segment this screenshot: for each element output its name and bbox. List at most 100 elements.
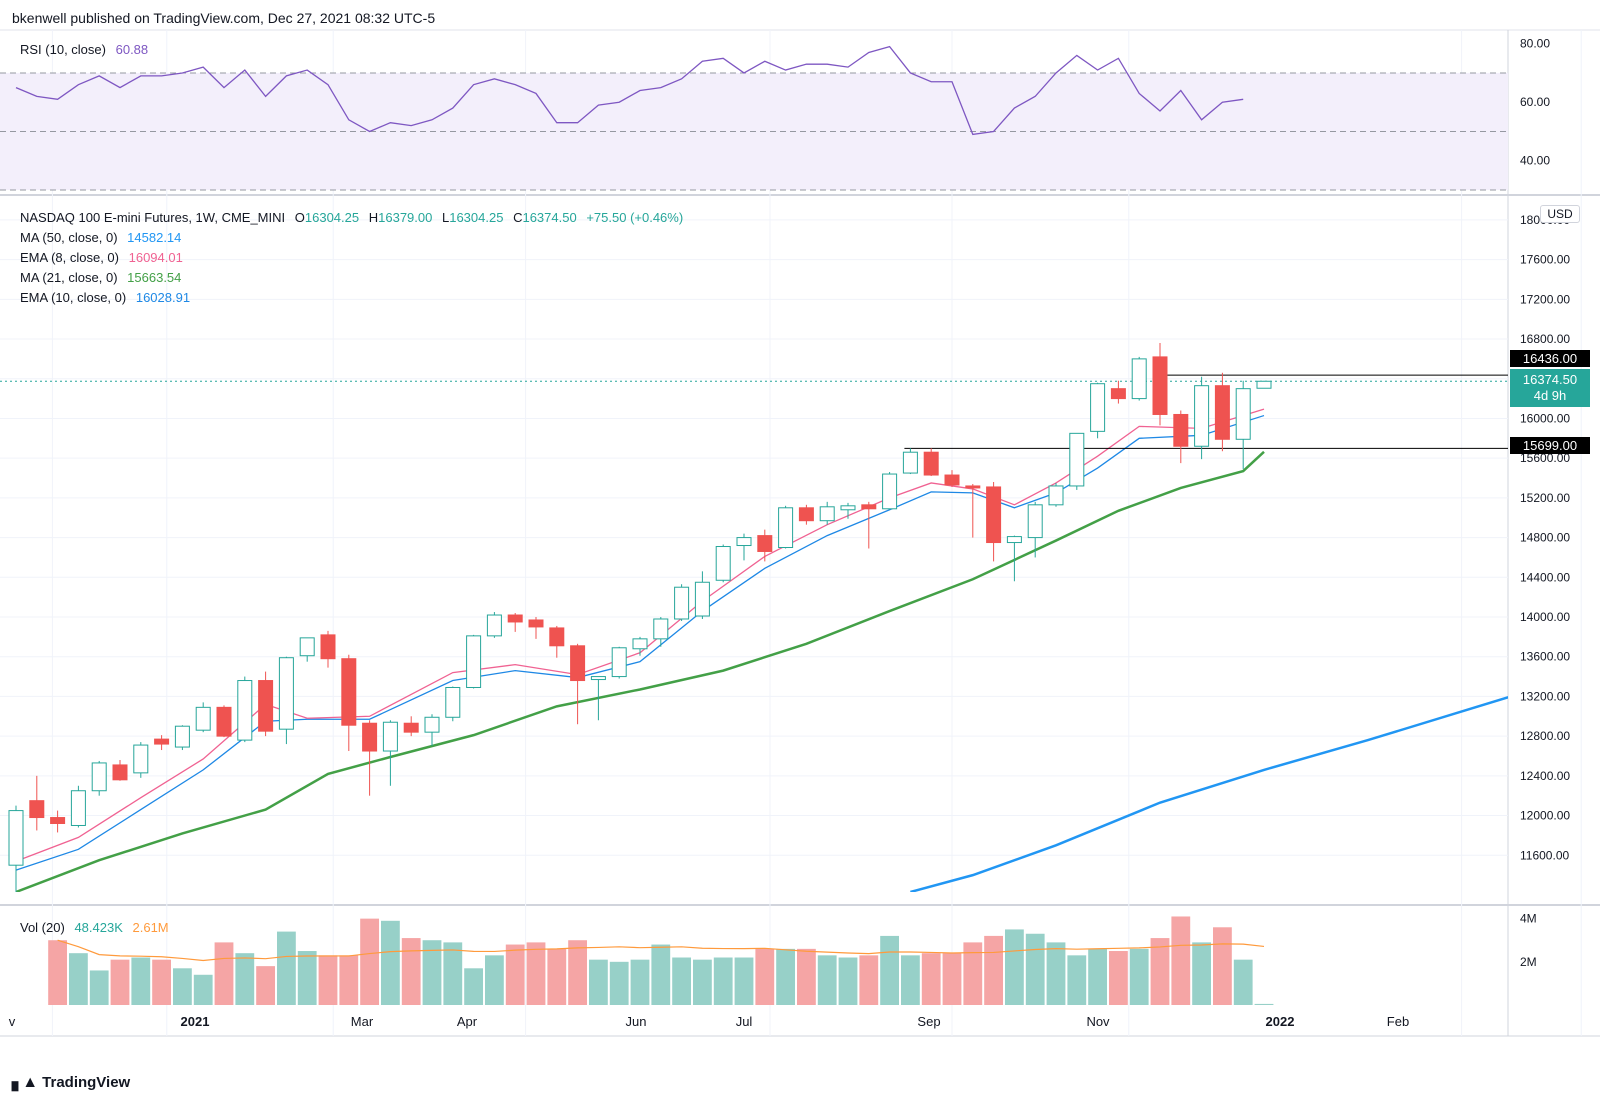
- volume-bar: [1067, 955, 1087, 1005]
- volume-bar: [464, 968, 483, 1005]
- time-tick-label: Sep: [917, 1014, 940, 1029]
- candle-body: [674, 586, 690, 620]
- candle-body: [819, 506, 835, 522]
- volume-bar: [485, 955, 504, 1005]
- last-price-value: 16374.50: [1522, 372, 1578, 387]
- candle-body: [424, 716, 440, 733]
- axes: 18000.0017600.0017200.0016800.0016000.00…: [9, 37, 1571, 1029]
- candle-body: [986, 486, 1002, 544]
- volume-bar: [110, 959, 130, 1005]
- volume-bar: [297, 951, 317, 1005]
- panel-frames: [0, 29, 1600, 1037]
- time-tick-label: Nov: [1086, 1014, 1110, 1029]
- volume-bar: [880, 935, 899, 1005]
- candle-body: [778, 507, 794, 549]
- price-tick-label: 15200.00: [1520, 491, 1570, 505]
- volume-bar: [381, 920, 400, 1005]
- volume-ma-value: 2.61M: [132, 920, 169, 935]
- price-tick-label: 12800.00: [1520, 729, 1570, 743]
- volume-bar: [1233, 959, 1253, 1005]
- volume-bar: [1005, 929, 1024, 1005]
- candle-body: [1006, 536, 1022, 544]
- candle-body: [528, 619, 544, 628]
- price-tick-label: 16800.00: [1520, 332, 1570, 346]
- bar-countdown: 4d 9h: [1533, 388, 1567, 403]
- candle-body: [570, 645, 586, 682]
- volume-bar: [734, 957, 754, 1005]
- ma50-label: MA (50, close, 0): [20, 230, 118, 245]
- volume-bar: [568, 940, 587, 1005]
- candle-body: [965, 485, 981, 489]
- price-tick-label: 13200.00: [1520, 689, 1570, 703]
- volume-bar: [1150, 938, 1170, 1005]
- price-tick-label: 17200.00: [1520, 292, 1570, 306]
- ema10-value: 16028.91: [135, 290, 191, 305]
- volume-bar: [921, 953, 941, 1005]
- ma21-line: [15, 450, 1265, 892]
- volume-bar: [1109, 951, 1128, 1005]
- candle-body: [1173, 413, 1189, 447]
- candle-body: [466, 635, 482, 688]
- candle-body: [653, 618, 669, 640]
- volume-bar: [152, 959, 171, 1005]
- volume-tick-label: 2M: [1520, 955, 1537, 969]
- candle-body: [174, 725, 190, 748]
- symbol-title[interactable]: NASDAQ 100 E-mini Futures, 1W, CME_MINI: [20, 210, 286, 225]
- volume-bar: [360, 918, 379, 1005]
- candle-body: [29, 800, 45, 819]
- candle-body: [1235, 388, 1251, 440]
- high-label: H: [368, 210, 379, 225]
- candle-body: [341, 658, 357, 726]
- volume-bar: [1254, 1003, 1274, 1005]
- candle-body: [1048, 485, 1064, 506]
- time-tick-label: 2021: [181, 1014, 210, 1029]
- volume-bar: [89, 970, 109, 1005]
- volume-bar: [630, 959, 650, 1005]
- rsi-legend: RSI (10, close) 60.88: [20, 42, 154, 57]
- candle-body: [632, 638, 648, 650]
- time-tick-label: Feb: [1387, 1014, 1409, 1029]
- low-label: L: [441, 210, 450, 225]
- change-value: +75.50 (+0.46%): [586, 210, 684, 225]
- volume-bar: [713, 957, 733, 1005]
- rsi-tick-label: 40.00: [1520, 154, 1550, 168]
- currency-button[interactable]: USD: [1540, 205, 1580, 223]
- candle-body: [278, 657, 294, 730]
- volume-bar: [838, 957, 858, 1005]
- price-tick-label: 12000.00: [1520, 809, 1570, 823]
- ma50-value: 14582.14: [127, 230, 182, 245]
- rsi-line: [15, 45, 1244, 136]
- candle-body: [944, 474, 960, 486]
- volume-bar: [859, 955, 879, 1005]
- rsi-legend-label: RSI (10, close): [20, 42, 106, 57]
- volume-bar: [1088, 948, 1107, 1005]
- rsi-tick-label: 80.00: [1520, 37, 1550, 51]
- price-tick-label: 12400.00: [1520, 769, 1570, 783]
- candle-body: [1027, 504, 1043, 539]
- price-tick-label: 15600.00: [1520, 451, 1570, 465]
- candle-body: [1256, 380, 1272, 389]
- candle-body: [195, 706, 211, 731]
- candle-body: [299, 637, 315, 657]
- candle-body: [757, 535, 773, 552]
- close-label: C: [513, 210, 523, 225]
- volume-bar: [235, 953, 255, 1005]
- candle-body: [736, 537, 752, 547]
- volume-bar: [776, 948, 795, 1005]
- candle-body: [549, 627, 565, 647]
- candle-body: [154, 738, 170, 745]
- tradingview-logo[interactable]: ▖▲ TradingView: [12, 1072, 130, 1092]
- publisher-header: bkenwell published on TradingView.com, D…: [12, 10, 436, 26]
- volume-bar: [422, 940, 442, 1005]
- volume-panel: [48, 916, 1274, 1005]
- candle-body: [861, 504, 877, 510]
- volume-bar: [589, 959, 608, 1005]
- candle-body: [1131, 358, 1147, 400]
- price-tick-label: 14000.00: [1520, 610, 1570, 624]
- ema10-label: EMA (10, close, 0): [20, 290, 127, 305]
- volume-bar: [131, 957, 151, 1005]
- volume-bar: [69, 953, 88, 1005]
- volume-bar: [755, 948, 775, 1005]
- volume-legend-value: 48.423K: [74, 920, 123, 935]
